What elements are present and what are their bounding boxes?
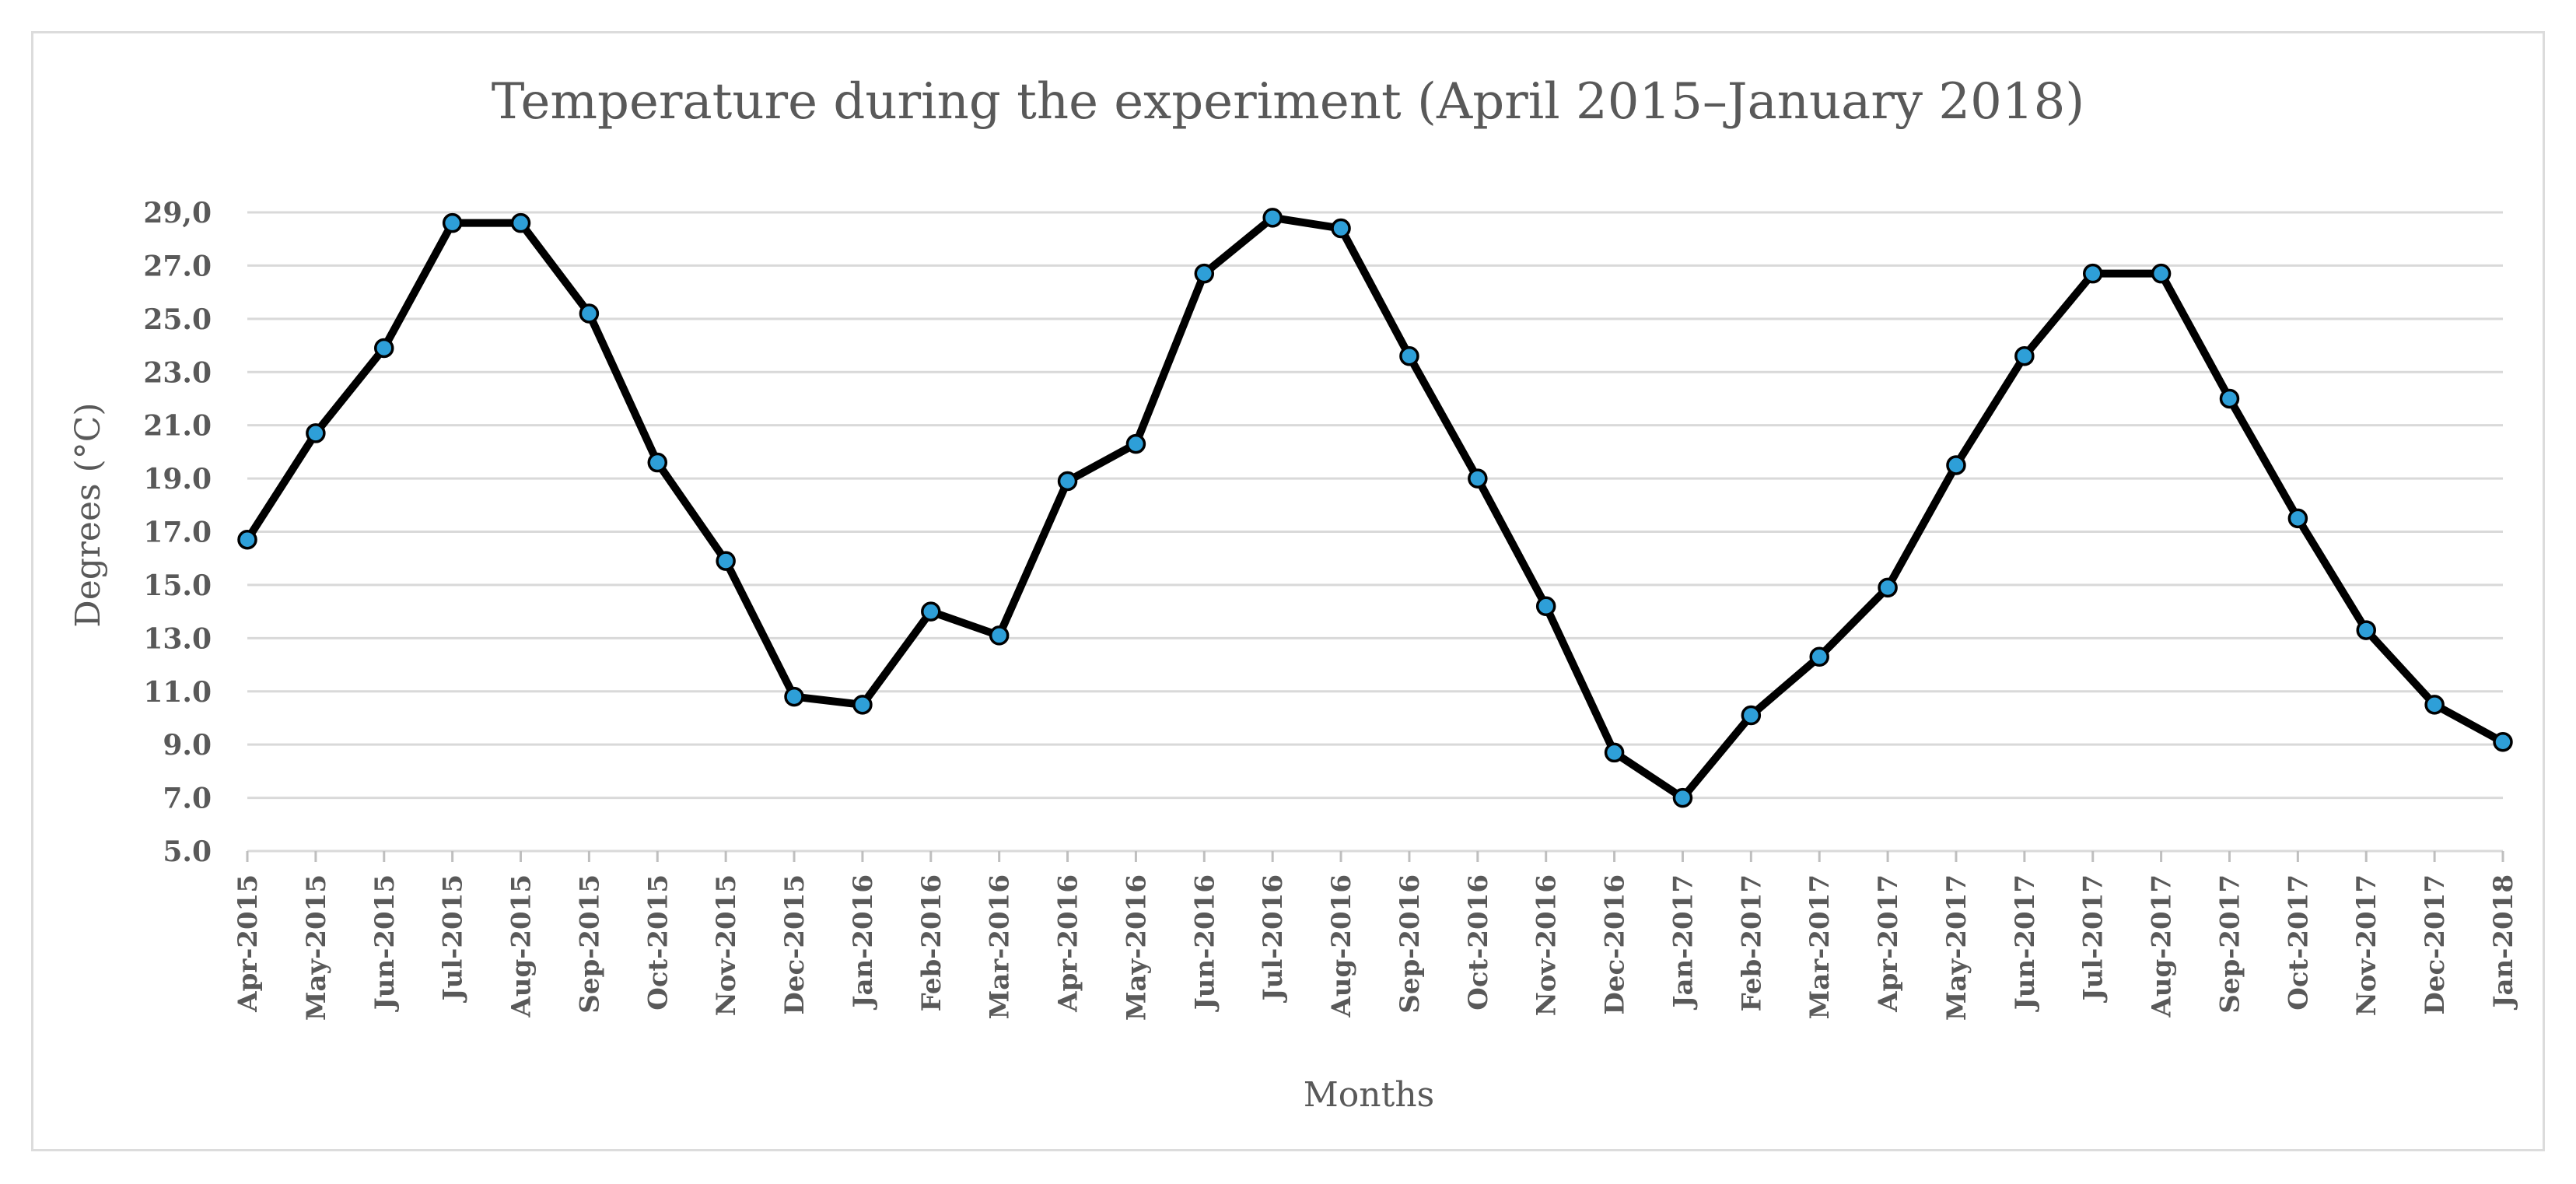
data-point	[1741, 705, 1762, 726]
x-tick-label: Mar-2017	[1804, 874, 1836, 1019]
x-tick-label: Aug-2017	[2147, 874, 2178, 1018]
data-point	[716, 551, 736, 571]
x-tick-label: May-2015	[301, 874, 332, 1021]
x-axis: Apr-2015 May-2015 Jun-2015 Jul-2015 Aug-2015…	[233, 851, 2519, 1021]
x-tick-label: May-2017	[1941, 874, 1972, 1021]
x-tick-label: Feb-2016	[916, 874, 947, 1011]
x-tick-label: Nov-2017	[2351, 874, 2382, 1016]
y-tick-label: 21.0	[143, 410, 212, 443]
y-axis-label: Degrees (°C)	[68, 402, 108, 627]
data-point	[784, 686, 804, 707]
x-tick-label: Dec-2017	[2420, 874, 2451, 1015]
data-point	[579, 303, 600, 324]
x-tick-label: Nov-2016	[1531, 874, 1563, 1016]
x-tick-label: Dec-2016	[1600, 874, 1631, 1015]
y-tick-label: 5.0	[163, 835, 212, 868]
x-tick-label: Jul-2016	[1258, 874, 1289, 1003]
data-point	[1399, 345, 1419, 366]
data-point	[1125, 433, 1146, 454]
x-tick-label: Apr-2017	[1873, 874, 1904, 1013]
data-point	[647, 452, 668, 473]
x-tick-label: Oct-2016	[1463, 874, 1494, 1011]
data-points	[237, 208, 2513, 808]
data-point	[1535, 596, 1556, 617]
y-tick-label: 27.0	[143, 250, 212, 282]
data-point	[510, 212, 531, 233]
data-point	[2356, 620, 2376, 640]
data-point	[989, 625, 1010, 646]
data-point	[237, 530, 257, 550]
x-tick-label: Jan-2018	[2488, 874, 2519, 1011]
x-tick-label: Jul-2017	[2078, 874, 2109, 1003]
data-point	[1809, 646, 1829, 667]
data-point	[2014, 345, 2035, 366]
series-line-temperature	[243, 213, 2507, 802]
x-tick-label: Apr-2015	[233, 874, 264, 1013]
y-tick-label: 9.0	[163, 729, 212, 762]
data-point	[442, 212, 463, 233]
x-tick-label: Oct-2017	[2283, 874, 2314, 1011]
x-tick-label: Feb-2017	[1736, 874, 1767, 1011]
y-tick-label: 19.0	[143, 463, 212, 496]
x-tick-label: Jun-2015	[369, 874, 401, 1012]
data-point	[1331, 218, 1351, 239]
x-tick-label: May-2016	[1121, 874, 1152, 1021]
data-point	[1672, 787, 1693, 808]
data-point	[306, 423, 326, 443]
x-tick-label: Nov-2015	[711, 874, 742, 1016]
y-tick-label: 7.0	[163, 783, 212, 815]
x-tick-label: Jun-2017	[2010, 874, 2041, 1012]
x-tick-label: Sep-2016	[1395, 874, 1426, 1014]
data-point	[1604, 742, 1625, 763]
y-tick-label: 29,0	[143, 197, 212, 229]
data-point	[1878, 577, 1898, 598]
x-tick-label: Aug-2016	[1326, 874, 1357, 1018]
data-point	[1468, 468, 1488, 489]
data-point	[852, 695, 873, 715]
y-tick-label: 11.0	[143, 676, 212, 709]
x-axis-label: Months	[1304, 1075, 1434, 1115]
x-tick-label: Sep-2015	[574, 874, 605, 1014]
x-tick-label: Jun-2016	[1189, 874, 1220, 1012]
y-tick-label: 13.0	[143, 622, 212, 655]
y-tick-label: 15.0	[143, 569, 212, 602]
data-point	[1057, 471, 1078, 492]
x-tick-label: Mar-2016	[985, 874, 1016, 1019]
gridlines	[247, 211, 2503, 853]
y-tick-label: 25.0	[143, 303, 212, 336]
x-tick-label: Jan-2017	[1668, 874, 1699, 1011]
data-point	[921, 601, 941, 622]
y-tick-label: 17.0	[143, 517, 212, 549]
x-tick-label: Dec-2015	[779, 874, 810, 1015]
x-tick-label: Aug-2015	[506, 874, 537, 1018]
x-tick-label: Oct-2015	[642, 874, 674, 1011]
data-point	[1262, 208, 1283, 228]
y-axis: 5.0 7.0 9.0 11.0 13.0 15.0 17.0 19.0 21.0 23.0 25.…	[143, 197, 212, 868]
data-point	[374, 338, 394, 359]
data-point	[2287, 508, 2308, 529]
x-tick-label: Sep-2017	[2214, 874, 2245, 1014]
data-point	[2151, 263, 2172, 284]
x-tick-label: Jan-2016	[848, 874, 879, 1011]
data-point	[1194, 263, 1215, 284]
x-tick-label: Jul-2015	[438, 874, 469, 1003]
chart-title: Temperature during the experiment (April…	[492, 73, 2085, 131]
data-point	[1946, 455, 1966, 475]
data-point	[2424, 695, 2445, 715]
y-tick-label: 23.0	[143, 356, 212, 389]
data-point	[2493, 731, 2513, 752]
x-tick-label: Apr-2016	[1053, 874, 1084, 1013]
data-point	[2082, 263, 2103, 284]
data-point	[2219, 388, 2240, 409]
